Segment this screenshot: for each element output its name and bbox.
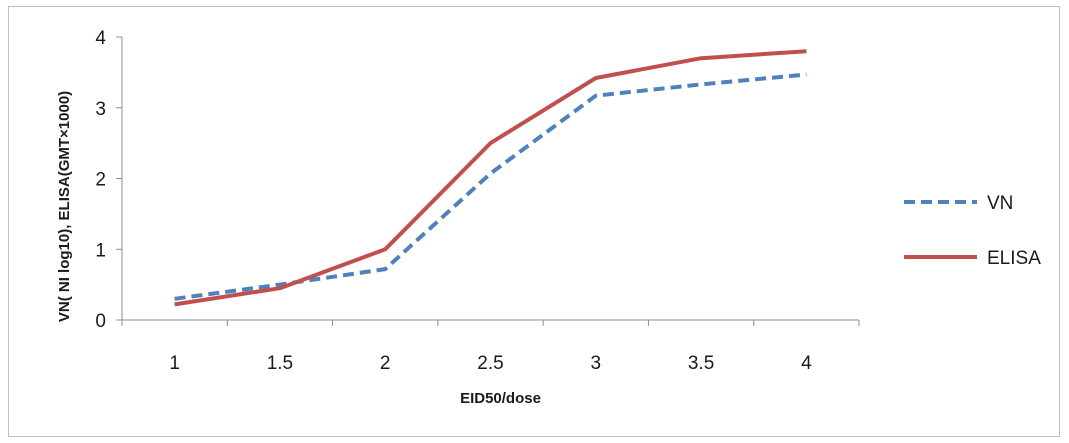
x-tick-label: 1.5 xyxy=(267,353,293,374)
y-tick-label: 0 xyxy=(95,311,106,332)
legend: VN ELISA xyxy=(904,193,1041,269)
series-line-elisa xyxy=(174,49,807,307)
series-layer xyxy=(174,49,807,307)
x-axis-title: EID50/dose xyxy=(460,390,541,407)
x-tick-label: 4 xyxy=(801,353,812,374)
chart-frame: 0 1 2 3 4 1 1.5 2 2.5 3 3.5 4 VN ELISA EID50/dose V… xyxy=(8,6,1060,437)
legend-label-elisa: ELISA xyxy=(987,248,1041,269)
y-tick-label: 1 xyxy=(95,240,106,261)
legend-label-vn: VN xyxy=(987,193,1013,214)
y-tick-label: 2 xyxy=(95,170,106,191)
x-tick-label: 2 xyxy=(380,353,391,374)
x-tick-label: 1 xyxy=(169,353,180,374)
x-tick-label: 2.5 xyxy=(477,353,503,374)
line-chart: 0 1 2 3 4 1 1.5 2 2.5 3 3.5 4 VN ELISA EID50/dose V… xyxy=(56,28,1041,407)
x-tick-label: 3.5 xyxy=(688,353,714,374)
y-axis-title: VN( NI log10), ELISA(GMT×1000) xyxy=(56,91,73,322)
y-axis-ticks: 0 1 2 3 4 xyxy=(95,28,122,332)
x-axis-ticks: 1 1.5 2 2.5 3 3.5 4 xyxy=(121,320,860,374)
y-tick-label: 3 xyxy=(95,99,106,120)
series-line-vn xyxy=(174,72,807,301)
y-tick-label: 4 xyxy=(95,28,106,49)
x-tick-label: 3 xyxy=(590,353,601,374)
